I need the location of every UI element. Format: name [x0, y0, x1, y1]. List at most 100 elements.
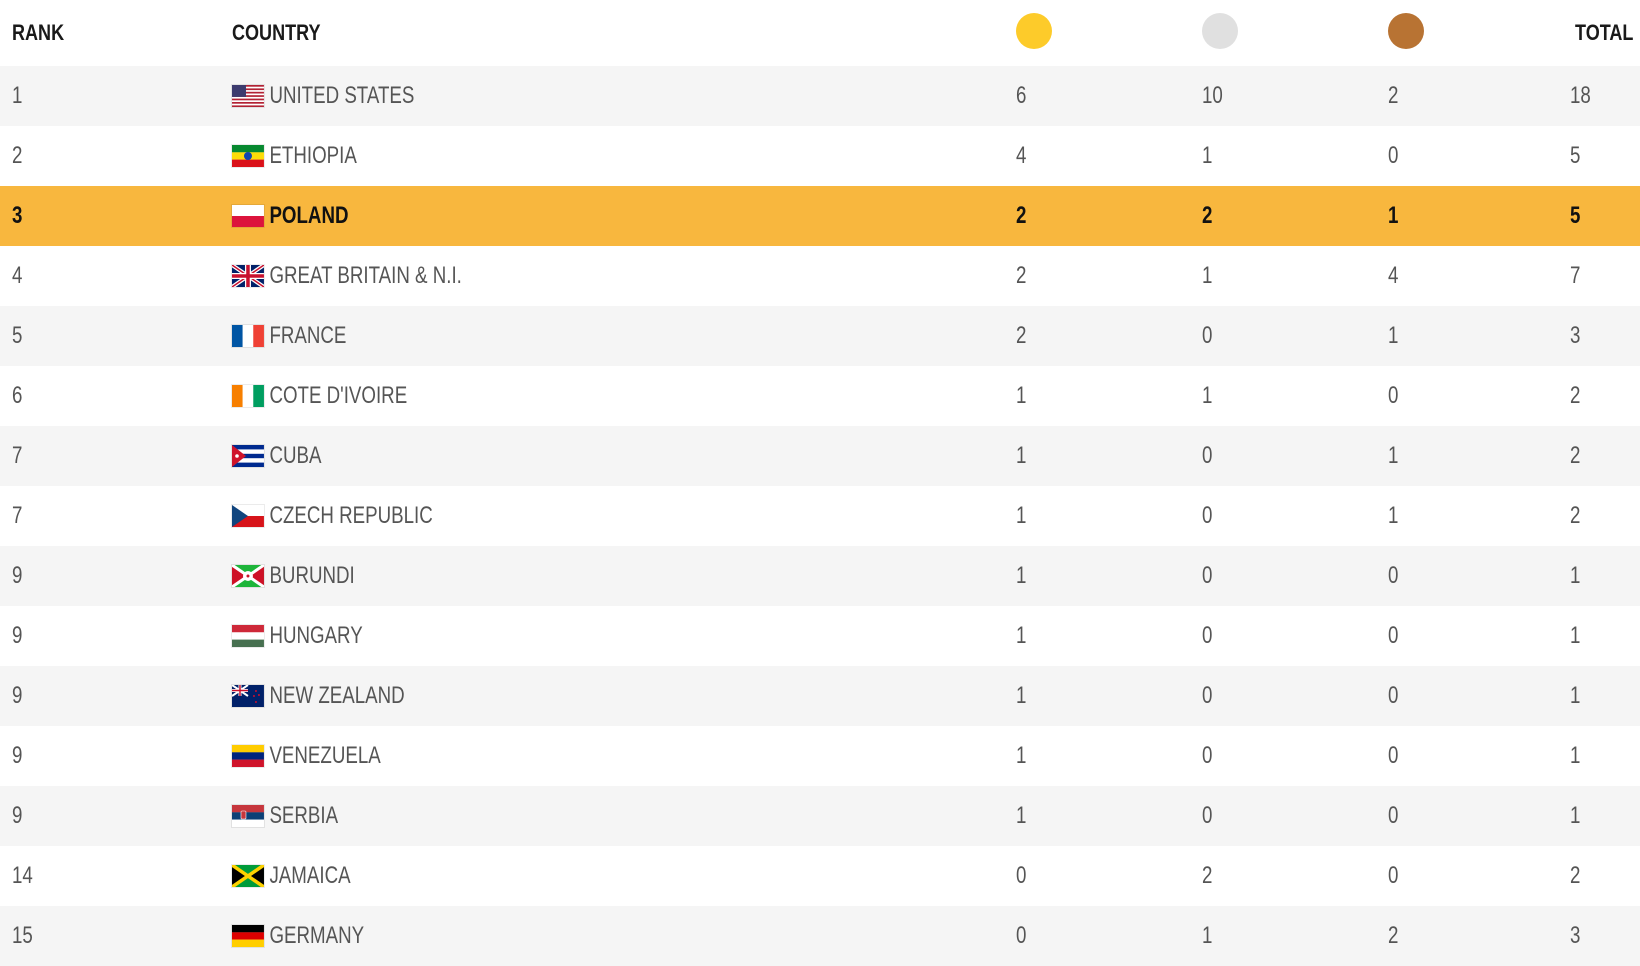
country-name[interactable]: ETHIOPIA: [269, 142, 357, 169]
bronze-count: 0: [1388, 622, 1399, 649]
country-cell[interactable]: CUBA: [232, 426, 321, 486]
table-row[interactable]: 1 UNITED STATES 6 10 2 18: [0, 66, 1640, 126]
burundi-flag-icon: [232, 565, 264, 587]
serbia-flag-icon: [232, 805, 264, 827]
table-row[interactable]: 2 ETHIOPIA 4 1 0 5: [0, 126, 1640, 186]
total-count: 1: [1570, 802, 1581, 829]
rank-cell: 2: [12, 142, 23, 169]
country-cell[interactable]: HUNGARY: [232, 606, 363, 666]
table-row[interactable]: 7 CUBA 1 0 1 2: [0, 426, 1640, 486]
country-cell[interactable]: BURUNDI: [232, 546, 355, 606]
country-name[interactable]: CUBA: [269, 442, 322, 469]
total-count: 2: [1570, 442, 1581, 469]
rank-cell: 1: [12, 82, 23, 109]
gold-count: 0: [1016, 862, 1027, 889]
total-count: 2: [1570, 862, 1581, 889]
usa-flag-icon: [232, 85, 264, 107]
silver-count: 0: [1202, 502, 1213, 529]
country-name[interactable]: NEW ZEALAND: [269, 682, 405, 709]
bronze-count: 1: [1388, 502, 1399, 529]
country-cell[interactable]: SERBIA: [232, 786, 338, 846]
table-header: RANK COUNTRY TOTAL: [0, 0, 1640, 66]
table-row[interactable]: 6 COTE D'IVOIRE 1 1 0 2: [0, 366, 1640, 426]
bronze-count: 4: [1388, 262, 1399, 289]
bronze-count: 0: [1388, 862, 1399, 889]
country-name[interactable]: POLAND: [269, 202, 349, 229]
country-name[interactable]: BURUNDI: [269, 562, 355, 589]
bronze-count: 0: [1388, 382, 1399, 409]
country-cell[interactable]: JAMAICA: [232, 846, 351, 906]
country-name[interactable]: GERMANY: [269, 922, 365, 949]
table-row[interactable]: 5 FRANCE 2 0 1 3: [0, 306, 1640, 366]
country-name[interactable]: CZECH REPUBLIC: [269, 502, 433, 529]
country-name[interactable]: SERBIA: [269, 802, 339, 829]
table-row[interactable]: 9 VENEZUELA 1 0 0 1: [0, 726, 1640, 786]
country-cell[interactable]: ETHIOPIA: [232, 126, 357, 186]
silver-count: 0: [1202, 322, 1213, 349]
country-cell[interactable]: VENEZUELA: [232, 726, 381, 786]
silver-count: 2: [1202, 202, 1213, 229]
gold-count: 1: [1016, 742, 1027, 769]
country-name[interactable]: JAMAICA: [269, 862, 351, 889]
bronze-count: 1: [1388, 442, 1399, 469]
table-row[interactable]: 15 GERMANY 0 1 2 3: [0, 906, 1640, 966]
bronze-medal-icon[interactable]: [1388, 13, 1424, 49]
silver-count: 0: [1202, 622, 1213, 649]
bronze-count: 2: [1388, 82, 1399, 109]
new-zealand-flag-icon: [232, 685, 264, 707]
jamaica-flag-icon: [232, 865, 264, 887]
silver-medal-icon[interactable]: [1202, 13, 1238, 49]
bronze-count: 0: [1388, 802, 1399, 829]
rank-cell: 3: [12, 202, 23, 229]
gold-medal-icon[interactable]: [1016, 13, 1052, 49]
country-cell[interactable]: GREAT BRITAIN & N.I.: [232, 246, 462, 306]
silver-count: 0: [1202, 682, 1213, 709]
rank-cell: 9: [12, 802, 23, 829]
gold-count: 1: [1016, 622, 1027, 649]
table-row[interactable]: 14 JAMAICA 0 2 0 2: [0, 846, 1640, 906]
country-name[interactable]: COTE D'IVOIRE: [269, 382, 408, 409]
country-name[interactable]: GREAT BRITAIN & N.I.: [269, 262, 462, 289]
table-row[interactable]: 9 NEW ZEALAND 1 0 0 1: [0, 666, 1640, 726]
gold-count: 1: [1016, 562, 1027, 589]
germany-flag-icon: [232, 925, 264, 947]
table-row[interactable]: 9 SERBIA 1 0 0 1: [0, 786, 1640, 846]
gold-count: 1: [1016, 382, 1027, 409]
country-name[interactable]: VENEZUELA: [269, 742, 381, 769]
total-count: 1: [1570, 742, 1581, 769]
country-name[interactable]: UNITED STATES: [269, 82, 415, 109]
table-row[interactable]: 9 BURUNDI 1 0 0 1: [0, 546, 1640, 606]
bronze-count: 2: [1388, 922, 1399, 949]
total-count: 2: [1570, 382, 1581, 409]
country-name[interactable]: HUNGARY: [269, 622, 363, 649]
table-row[interactable]: 9 HUNGARY 1 0 0 1: [0, 606, 1640, 666]
country-cell[interactable]: FRANCE: [232, 306, 346, 366]
rank-cell: 9: [12, 742, 23, 769]
table-row[interactable]: 3 POLAND 2 2 1 5: [0, 186, 1640, 246]
country-cell[interactable]: POLAND: [232, 186, 348, 246]
gold-count: 2: [1016, 322, 1027, 349]
bronze-count: 1: [1388, 322, 1399, 349]
country-cell[interactable]: NEW ZEALAND: [232, 666, 405, 726]
table-row[interactable]: 4 GREAT BRITAIN & N.I. 2 1 4 7: [0, 246, 1640, 306]
gold-count: 2: [1016, 262, 1027, 289]
total-count: 1: [1570, 682, 1581, 709]
total-count: 2: [1570, 502, 1581, 529]
gold-count: 1: [1016, 802, 1027, 829]
country-header[interactable]: COUNTRY: [232, 20, 321, 45]
silver-count: 1: [1202, 382, 1213, 409]
country-name[interactable]: FRANCE: [269, 322, 347, 349]
total-count: 3: [1570, 922, 1581, 949]
total-count: 7: [1570, 262, 1581, 289]
rank-header[interactable]: RANK: [12, 20, 65, 45]
country-cell[interactable]: UNITED STATES: [232, 66, 414, 126]
country-cell[interactable]: COTE D'IVOIRE: [232, 366, 407, 426]
total-header[interactable]: TOTAL: [1575, 20, 1634, 45]
silver-count: 0: [1202, 802, 1213, 829]
country-cell[interactable]: GERMANY: [232, 906, 364, 966]
rank-cell: 14: [12, 862, 33, 889]
poland-flag-icon: [232, 205, 264, 227]
country-cell[interactable]: CZECH REPUBLIC: [232, 486, 433, 546]
total-count: 5: [1570, 142, 1581, 169]
table-row[interactable]: 7 CZECH REPUBLIC 1 0 1 2: [0, 486, 1640, 546]
